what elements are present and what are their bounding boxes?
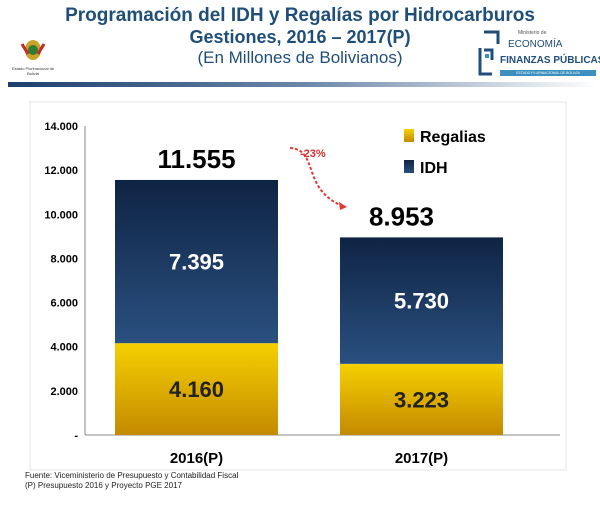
bar-idh-2016(P) (115, 179, 278, 344)
ministry-logo-line3: FINANZAS PÚBLICAS (500, 55, 600, 66)
legend-swatch-regalias (404, 129, 414, 142)
header-divider (8, 82, 598, 87)
x-tick-label: 2016(P) (170, 450, 223, 467)
projection-note: (P) Presupuesto 2016 y Proyecto PGE 2017 (25, 481, 182, 490)
data-label: 4.160 (169, 377, 224, 402)
total-label: 11.555 (157, 144, 235, 174)
chart-title: Programación del IDH y Regalías por Hidr… (65, 5, 535, 26)
change-arrowhead (339, 202, 347, 210)
y-tick-label: 4.000 (50, 342, 78, 354)
y-tick-label: 10.000 (44, 209, 78, 221)
ministry-logo-line1: Ministerio de (518, 30, 547, 36)
bar-idh-2017(P) (340, 237, 503, 364)
legend-label-idh: IDH (420, 160, 448, 177)
ministry-logo: Ministerio de ECONOMÍA FINANZAS PÚBLICAS… (478, 30, 600, 80)
change-annotation: -23% (300, 148, 326, 160)
y-tick-label: - (74, 430, 78, 442)
total-label: 8.953 (369, 201, 434, 231)
left-logo-text: Estado Plurinacional de Bolivia (11, 66, 55, 76)
bar-regalias-2017(P) (340, 363, 503, 435)
coat-of-arms-logo (20, 40, 46, 60)
x-tick-label: 2017(P) (395, 450, 448, 467)
chart-units: (En Millones de Bolivianos) (197, 48, 403, 67)
footer-notes: Fuente: Viceministerio de Presupuesto y … (25, 471, 238, 491)
source-note: Fuente: Viceministerio de Presupuesto y … (25, 471, 239, 480)
y-tick-label: 8.000 (50, 253, 78, 265)
data-label: 3.223 (394, 387, 449, 412)
legend-swatch-idh (404, 160, 414, 173)
ministry-logo-line2: ECONOMÍA (508, 39, 563, 50)
y-tick-label: 2.000 (50, 386, 78, 398)
y-tick-label: 6.000 (50, 298, 78, 310)
change-arrow (289, 147, 346, 208)
ministry-logo-mark (478, 30, 500, 76)
data-label: 5.730 (394, 289, 449, 314)
legend-label-regalias: Regalias (420, 129, 486, 146)
y-tick-label: 12.000 (44, 165, 78, 177)
ministry-logo-line4: ESTADO PLURINACIONAL DE BOLIVIA (500, 70, 596, 76)
data-label: 7.395 (169, 250, 224, 275)
chart-subtitle: Gestiones, 2016 – 2017(P) (189, 27, 411, 47)
bar-regalias-2016(P) (115, 343, 278, 435)
y-tick-label: 14.000 (44, 121, 78, 133)
